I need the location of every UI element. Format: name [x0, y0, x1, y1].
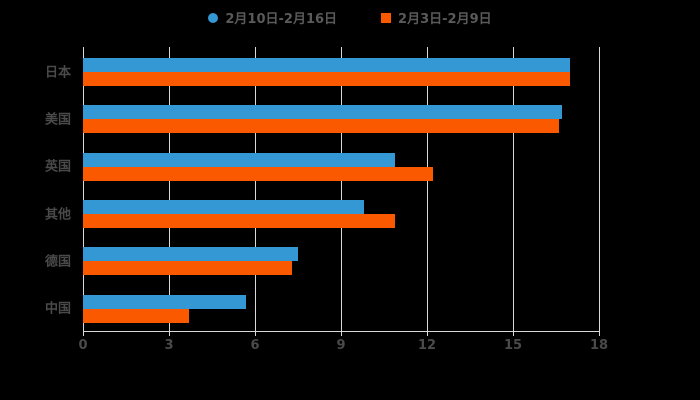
bar-series-1-category-5[interactable] — [83, 308, 190, 323]
tick-mark-x-18 — [599, 331, 600, 336]
x-tick-label-6: 6 — [250, 338, 260, 353]
plot-area: 0 3 6 9 12 15 18 日本美国英国其他德国中国 — [45, 47, 608, 353]
legend-item-series-0[interactable]: 2月10日-2月16日 — [208, 8, 337, 27]
x-tick-label-18: 18 — [589, 338, 609, 353]
bar-series-1-category-3[interactable] — [83, 214, 396, 228]
bar-row: 其他 — [45, 189, 599, 236]
bar-row: 英国 — [45, 142, 599, 189]
bar-row: 中国 — [45, 284, 599, 331]
x-tick-label-0: 0 — [78, 338, 88, 353]
legend-item-series-1[interactable]: 2月3日-2月9日 — [381, 8, 492, 27]
bar-series-0-category-0[interactable] — [83, 58, 571, 72]
gridline-x-6 — [255, 47, 256, 331]
bar-series-0-category-3[interactable] — [83, 200, 364, 214]
bar-series-1-category-4[interactable] — [83, 261, 293, 276]
legend-label-series-1: 2月3日-2月9日 — [398, 12, 492, 27]
bar-series-0-category-4[interactable] — [83, 247, 298, 262]
bar-row: 日本 — [45, 47, 599, 94]
legend-marker-square-icon — [381, 12, 392, 23]
tick-mark-x-3 — [169, 331, 170, 336]
legend-marker-circle-icon — [208, 12, 219, 23]
tick-mark-x-6 — [255, 331, 256, 336]
y-category-label-5: 中国 — [44, 301, 71, 317]
x-tick-label-12: 12 — [417, 338, 437, 353]
gridline-x-12 — [427, 47, 428, 331]
bar-series-1-category-1[interactable] — [83, 119, 559, 134]
bar-row: 美国 — [45, 94, 599, 141]
bar-series-1-category-0[interactable] — [83, 72, 571, 86]
gridline-x-18 — [599, 47, 600, 331]
y-category-label-4: 德国 — [44, 254, 71, 270]
gridline-x-0 — [83, 47, 84, 331]
tick-mark-x-0 — [83, 331, 84, 336]
tick-mark-x-15 — [513, 331, 514, 336]
gridline-x-3 — [169, 47, 170, 331]
x-tick-label-3: 3 — [164, 338, 174, 353]
tick-mark-x-9 — [341, 331, 342, 336]
x-tick-label-9: 9 — [336, 338, 346, 353]
bar-series-1-category-2[interactable] — [83, 166, 433, 181]
bar-row: 德国 — [45, 236, 599, 283]
y-category-label-3: 其他 — [44, 207, 71, 223]
x-tick-label-15: 15 — [503, 338, 523, 353]
tick-mark-x-12 — [427, 331, 428, 336]
y-category-label-0: 日本 — [44, 65, 71, 81]
y-category-label-1: 美国 — [44, 112, 71, 128]
gridline-x-9 — [341, 47, 342, 331]
bar-series-0-category-1[interactable] — [83, 105, 562, 120]
chart-legend: 2月10日-2月16日 2月3日-2月9日 — [0, 8, 700, 27]
bar-series-0-category-2[interactable] — [83, 152, 396, 167]
legend-label-series-0: 2月10日-2月16日 — [225, 12, 338, 27]
gridline-x-15 — [513, 47, 514, 331]
y-category-label-2: 英国 — [44, 159, 71, 175]
bar-series-0-category-5[interactable] — [83, 294, 247, 309]
